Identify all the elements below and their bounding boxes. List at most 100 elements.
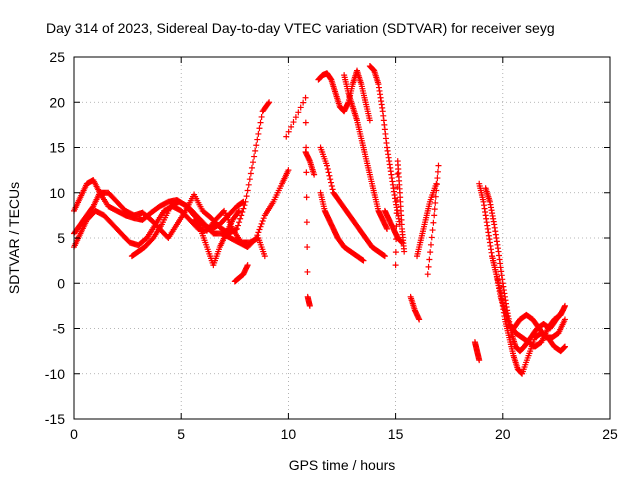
data-point <box>246 176 253 183</box>
data-point <box>238 212 245 219</box>
series-arc-e <box>191 207 243 269</box>
series-arc-u <box>489 253 568 350</box>
data-point <box>426 256 433 263</box>
data-point <box>304 268 311 275</box>
data-point <box>302 94 309 101</box>
data-point <box>235 222 242 229</box>
data-point <box>394 171 401 178</box>
y-tick-label: -10 <box>45 366 65 382</box>
y-tick-label: -5 <box>53 321 66 337</box>
data-point <box>257 223 264 230</box>
series-arc-b <box>71 99 273 241</box>
y-tick-label: 0 <box>57 275 65 291</box>
data-point <box>236 219 243 226</box>
data-point <box>303 219 310 226</box>
data-point <box>392 262 399 269</box>
data-point <box>236 207 243 214</box>
y-tick-label: -15 <box>45 411 65 427</box>
data-point <box>244 262 251 269</box>
data-point <box>251 153 258 160</box>
data-point <box>311 171 318 178</box>
data-point <box>244 187 251 194</box>
data-point <box>252 147 259 154</box>
data-point <box>427 249 434 256</box>
x-tick-label: 25 <box>602 426 618 442</box>
data-point <box>430 219 437 226</box>
data-point <box>295 109 302 116</box>
data-point <box>252 236 259 243</box>
data-point <box>323 162 330 169</box>
y-tick-label: 15 <box>49 140 65 156</box>
y-axis-label: SDTVAR / TECUs <box>6 182 22 294</box>
data-point <box>561 302 568 309</box>
data-point <box>429 227 436 234</box>
data-point <box>434 168 441 175</box>
data-point <box>292 114 299 121</box>
data-point <box>433 187 440 194</box>
data-point <box>243 193 250 200</box>
data-point <box>427 241 434 248</box>
data-point <box>432 193 439 200</box>
data-point <box>393 197 400 204</box>
data-point <box>250 159 257 166</box>
data-point <box>393 210 400 217</box>
series-arc-v <box>510 311 568 341</box>
data-point <box>425 263 432 270</box>
data-point <box>256 226 263 233</box>
series-arc-p <box>414 180 440 260</box>
data-point <box>253 235 260 241</box>
data-point <box>327 176 334 183</box>
series-isolated-a <box>283 94 313 309</box>
data-point <box>416 316 423 323</box>
data-point <box>428 234 435 241</box>
data-point <box>242 198 249 205</box>
data-point <box>306 302 313 309</box>
data-point <box>434 175 441 182</box>
series-arc-a <box>71 177 247 232</box>
data-point <box>433 181 440 188</box>
axis-ticks: 0 5 10 15 20 25 -15 -10 -5 0 5 10 15 20 25 <box>45 49 618 442</box>
x-axis-label: GPS time / hours <box>289 457 396 473</box>
data-point <box>245 181 252 188</box>
data-point <box>254 232 261 239</box>
x-tick-label: 10 <box>281 426 297 442</box>
data-points <box>71 63 568 377</box>
chart-title: Day 314 of 2023, Sidereal Day-to-day VTE… <box>46 20 555 36</box>
data-point <box>255 229 262 236</box>
data-point <box>288 123 295 130</box>
data-point <box>303 169 310 176</box>
data-point <box>393 236 400 243</box>
data-point <box>366 117 373 124</box>
data-point <box>257 119 264 126</box>
y-tick-label: 25 <box>49 49 65 65</box>
series-arc-q <box>424 162 442 278</box>
data-point <box>258 220 265 227</box>
data-point <box>237 215 244 222</box>
data-point <box>432 199 439 206</box>
data-point <box>266 99 273 106</box>
data-point <box>240 205 247 212</box>
x-tick-label: 15 <box>388 426 404 442</box>
data-point <box>247 170 254 177</box>
series-arc-d <box>128 167 292 260</box>
data-point <box>256 125 263 132</box>
data-point <box>329 186 336 193</box>
data-point <box>235 208 242 215</box>
data-point <box>255 130 262 137</box>
x-tick-label: 5 <box>177 426 185 442</box>
data-point <box>260 215 267 222</box>
series-arc-h <box>315 67 373 124</box>
data-point <box>304 244 311 251</box>
y-tick-label: 5 <box>57 230 65 246</box>
series-arc-o <box>407 293 423 323</box>
data-point <box>561 316 568 323</box>
data-point <box>392 249 399 256</box>
data-point <box>424 271 431 278</box>
data-point <box>328 179 335 186</box>
data-point <box>326 172 333 179</box>
data-point <box>324 165 331 172</box>
series-arc-n <box>392 158 408 269</box>
grid <box>74 57 610 419</box>
data-point <box>561 343 568 350</box>
data-point <box>303 194 310 201</box>
